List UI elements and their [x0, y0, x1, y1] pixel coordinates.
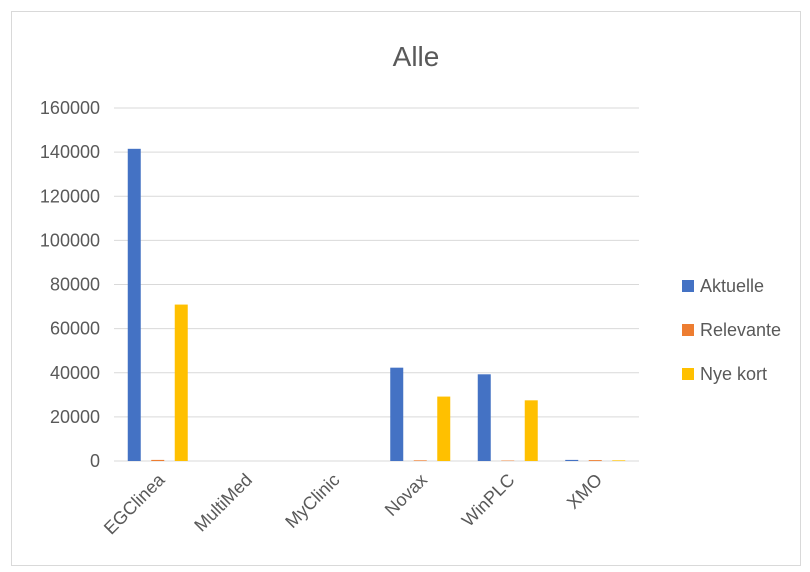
legend-swatch: [682, 280, 694, 292]
x-tick-label: MyClinic: [281, 470, 343, 532]
y-tick-label: 20000: [50, 407, 100, 427]
bar-nye-kort-winplc: [524, 400, 538, 461]
gridlines: [114, 107, 639, 462]
y-tick-label: 160000: [40, 98, 100, 118]
bar-relevante-xmo: [588, 460, 602, 461]
legend-label: Relevante: [700, 320, 781, 340]
bar-relevante-novax: [413, 460, 427, 461]
bar-aktuelle-winplc: [477, 374, 491, 461]
bar-aktuelle-egclinea: [127, 148, 141, 462]
bar-relevante-egclinea: [151, 459, 165, 461]
x-tick-label: EGClinea: [100, 469, 169, 538]
y-tick-label: 100000: [40, 230, 100, 250]
chart-area: [11, 11, 801, 566]
chart-title: Alle: [393, 41, 440, 72]
legend-label: Nye kort: [700, 364, 767, 384]
y-tick-label: 120000: [40, 186, 100, 206]
x-axis-ticks: EGClinea MultiMed MyClinic Novax WinPLC XMO: [100, 469, 606, 538]
y-tick-label: 140000: [40, 142, 100, 162]
y-axis-ticks: 0 20000 40000 60000 80000 100000 120000 140000 1…: [40, 98, 100, 471]
legend-swatch: [682, 368, 694, 380]
bar-nye-kort-egclinea: [174, 304, 188, 461]
y-tick-label: 60000: [50, 319, 100, 339]
legend-swatch: [682, 324, 694, 336]
legend-label: Aktuelle: [700, 276, 764, 296]
x-tick-label: XMO: [563, 470, 606, 513]
x-tick-label: Novax: [381, 470, 431, 520]
bar-nye-kort-novax: [437, 396, 451, 461]
y-tick-label: 80000: [50, 275, 100, 295]
bar-aktuelle-novax: [390, 367, 404, 461]
x-tick-label: WinPLC: [458, 470, 519, 531]
y-tick-label: 0: [90, 451, 100, 471]
legend: Aktuelle Relevante Nye kort: [682, 276, 781, 384]
bars: [127, 148, 626, 462]
y-tick-label: 40000: [50, 363, 100, 383]
bar-nye-kort-xmo: [612, 460, 626, 461]
bar-aktuelle-xmo: [565, 459, 579, 461]
x-tick-label: MultiMed: [190, 470, 256, 536]
